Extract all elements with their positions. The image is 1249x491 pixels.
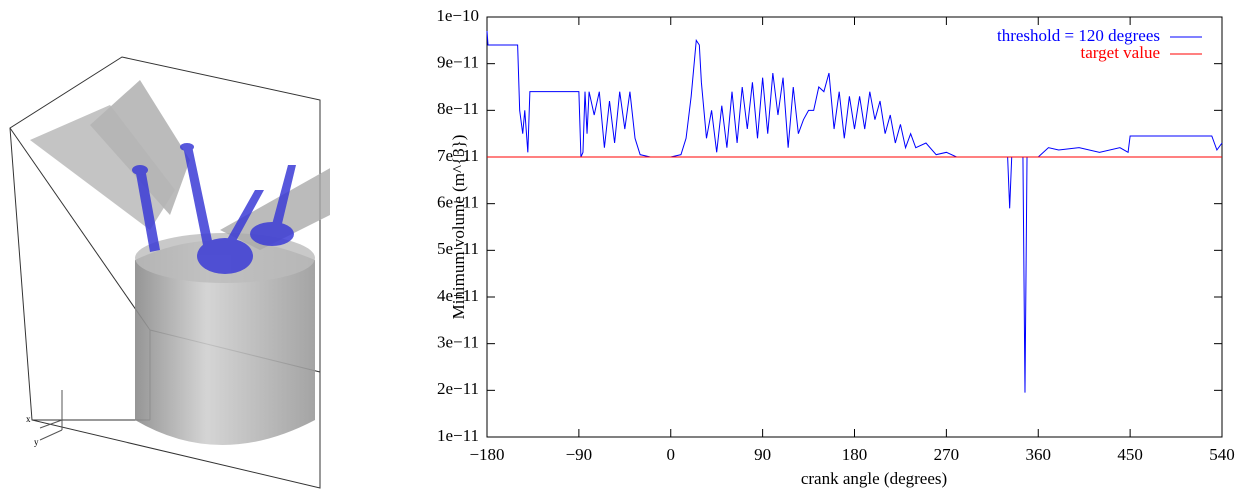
y-tick-label: 3e−11 [437,333,479,352]
y-tick-label: 1e−10 [436,6,479,25]
valves [132,143,296,274]
y-tick-label: 4e−11 [437,286,479,305]
x-tick-label: 360 [1026,445,1052,464]
cylinder [135,240,315,445]
y-tick-label: 1e−11 [437,426,479,445]
x-tick-label: −180 [469,445,504,464]
x-tick-label: −90 [566,445,593,464]
y-tick-label: 5e−11 [437,239,479,258]
x-tick-label: 180 [842,445,868,464]
y-tick-label: 2e−11 [437,379,479,398]
y-tick-label: 6e−11 [437,193,479,212]
legend-label: threshold = 120 degrees [997,26,1160,45]
y-tick-label: 9e−11 [437,53,479,72]
axis-triad [39,390,63,441]
axis-label: y [34,437,39,447]
x-tick-label: 270 [934,445,960,464]
exhaust-port [220,168,330,250]
y-tick-label: 8e−11 [437,99,479,118]
axis-label: x [26,414,31,424]
series-line [486,30,1223,393]
y-axis-label: Minimum volume (m^{3}) [449,135,468,320]
x-tick-label: 90 [754,445,771,464]
legend-label: target value [1081,43,1160,62]
engine-render: x y [9,56,330,489]
x-tick-label: 540 [1209,445,1235,464]
intake-port [30,105,175,230]
x-tick-label: 0 [667,445,676,464]
plot-frame [486,16,1223,438]
y-tick-label: 7e−11 [437,146,479,165]
x-tick-label: 450 [1117,445,1143,464]
x-axis-label: crank angle (degrees) [801,469,947,488]
